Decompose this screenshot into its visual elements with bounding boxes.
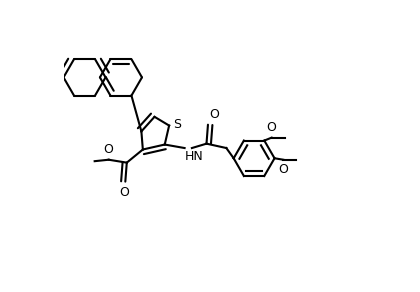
Text: O: O xyxy=(210,108,219,121)
Text: HN: HN xyxy=(185,150,203,163)
Text: O: O xyxy=(119,186,129,199)
Text: S: S xyxy=(173,118,181,131)
Text: O: O xyxy=(104,143,114,156)
Text: O: O xyxy=(278,163,288,176)
Text: O: O xyxy=(267,121,276,134)
